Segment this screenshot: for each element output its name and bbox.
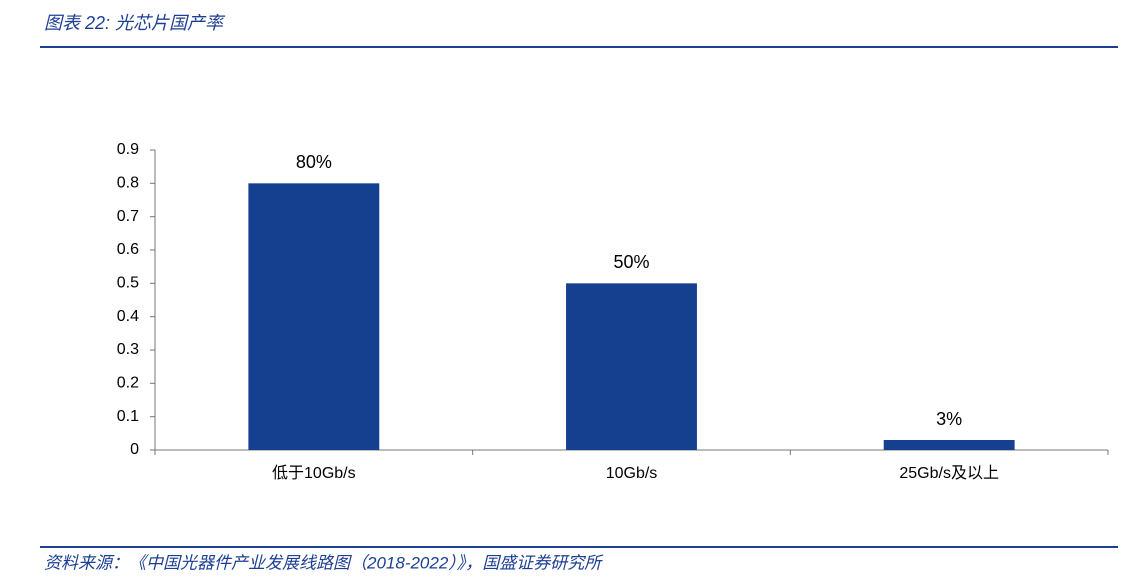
data-label: 80% (296, 152, 332, 172)
y-tick-label: 0.4 (117, 308, 139, 325)
y-tick-label: 0.9 (117, 141, 139, 158)
source-note: 资料来源：《中国光器件产业发展线路图（2018-2022）》，国盛证券研究所 (44, 553, 604, 572)
data-label: 3% (936, 409, 962, 429)
x-tick-label: 25Gb/s及以上 (899, 464, 999, 482)
y-tick-label: 0 (130, 441, 139, 458)
chart-title: 图表 22: 光芯片国产率 (44, 13, 226, 33)
y-tick-label: 0.7 (117, 208, 139, 225)
y-tick-label: 0.2 (117, 375, 139, 392)
bar (248, 183, 380, 451)
y-tick-label: 0.8 (117, 175, 139, 192)
x-tick-label: 10Gb/s (606, 465, 658, 482)
y-tick-label: 0.1 (117, 408, 139, 425)
data-label: 50% (613, 252, 649, 272)
y-tick-label: 0.5 (117, 275, 139, 292)
x-tick-label: 低于10Gb/s (272, 464, 356, 482)
bar (566, 283, 697, 450)
y-tick-label: 0.6 (117, 241, 139, 258)
y-tick-label: 0.3 (117, 341, 139, 358)
bar (883, 440, 1015, 450)
